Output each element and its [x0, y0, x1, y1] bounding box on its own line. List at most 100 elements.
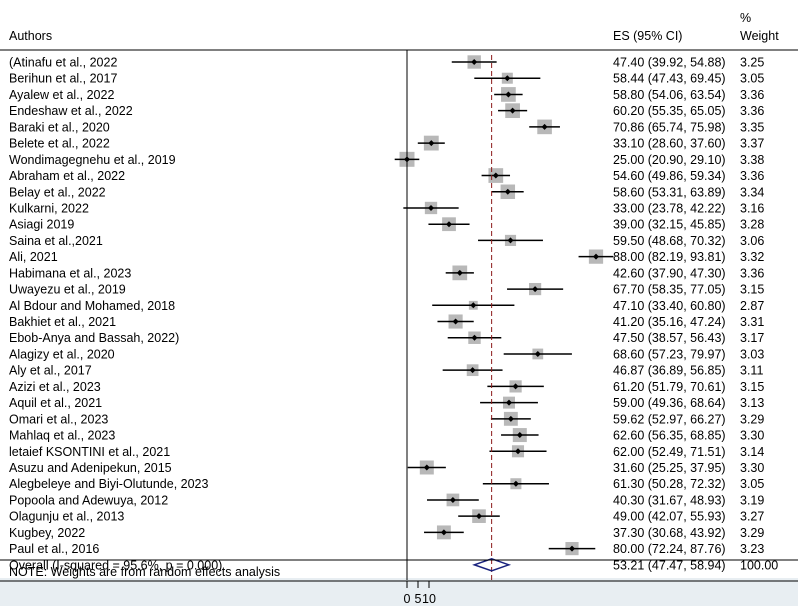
study-row: Azizi et al., 2023 61.20 (51.79, 70.61) 3.…: [9, 380, 764, 394]
study-row: Asuzu and Adenipekun, 2015 31.60 (25.25, …: [9, 460, 764, 475]
study-weight-label: 3.14: [740, 445, 764, 459]
study-row: Wondimagegnehu et al., 2019 25.00 (20.90,…: [9, 151, 764, 167]
study-weight-label: 3.25: [740, 56, 764, 70]
study-es-label: 62.00 (52.49, 71.51): [613, 445, 726, 459]
study-row: Paul et al., 2016 80.00 (72.24, 87.76) 3.2…: [9, 542, 764, 556]
axis-band: [0, 578, 798, 606]
header-authors: Authors: [9, 29, 52, 43]
study-author: Habimana et al., 2023: [9, 266, 131, 280]
study-weight-label: 3.37: [740, 137, 764, 151]
study-point: [504, 188, 511, 195]
study-es-label: 67.70 (58.35, 77.05): [613, 283, 726, 297]
study-es-label: 58.44 (47.43, 69.45): [613, 72, 726, 86]
study-weight-label: 3.17: [740, 331, 764, 345]
study-row: Baraki et al., 2020 70.86 (65.74, 75.98) 3…: [9, 119, 764, 134]
study-author: Aquil et al., 2021: [9, 396, 102, 410]
study-author: Mahlaq et al., 2023: [9, 429, 115, 443]
study-weight-label: 3.36: [740, 169, 764, 183]
study-author: Uwayezu et al., 2019: [9, 283, 126, 297]
study-author: Wondimagegnehu et al., 2019: [9, 153, 176, 167]
overall-diamond: [472, 558, 512, 572]
overall-es-label: 53.21 (47.47, 58.94): [613, 558, 726, 572]
study-weight-label: 3.06: [740, 234, 764, 248]
study-author: Baraki et al., 2020: [9, 120, 110, 134]
study-es-label: 40.30 (31.67, 48.93): [613, 493, 726, 507]
study-es-label: 46.87 (36.89, 56.85): [613, 364, 726, 378]
study-point: [504, 75, 511, 82]
study-author: Abraham et al., 2022: [9, 169, 125, 183]
study-es-label: 80.00 (72.24, 87.76): [613, 542, 726, 556]
study-row: Aly et al., 2017 46.87 (36.89, 56.85) 3.11: [9, 364, 763, 378]
x-tick-label: 5: [415, 592, 422, 606]
study-weight-label: 3.30: [740, 461, 764, 475]
study-weight-label: 3.28: [740, 218, 764, 232]
study-point: [471, 59, 478, 65]
study-point: [506, 399, 512, 406]
study-point: [507, 237, 514, 244]
study-rows: (Atinafu et al., 2022 47.40 (39.92, 54.88…: [9, 55, 764, 556]
study-weight-label: 3.16: [740, 201, 764, 215]
study-weight-label: 3.32: [740, 250, 764, 264]
study-weight-label: 3.30: [740, 429, 764, 443]
study-author: Kulkarni, 2022: [9, 201, 89, 215]
study-es-label: 33.10 (28.60, 37.60): [613, 137, 726, 151]
study-author: Omari et al., 2023: [9, 412, 108, 426]
study-point: [440, 529, 447, 536]
study-point: [593, 253, 599, 260]
study-point: [516, 432, 523, 439]
study-es-label: 47.10 (33.40, 60.80): [613, 299, 726, 313]
study-row: Belete et al., 2022 33.10 (28.60, 37.60) 3…: [9, 135, 764, 151]
study-weight-label: 3.13: [740, 396, 764, 410]
study-es-label: 25.00 (20.90, 29.10): [613, 153, 726, 167]
study-row: Habimana et al., 2023 42.60 (37.90, 47.30…: [9, 265, 764, 280]
x-tick-label: 0: [404, 592, 411, 606]
study-row: Bakhiet et al., 2021 41.20 (35.16, 47.24)…: [9, 314, 764, 329]
study-weight-label: 3.29: [740, 526, 764, 540]
study-weight-label: 3.31: [740, 315, 764, 329]
study-es-label: 61.20 (51.79, 70.61): [613, 380, 726, 394]
study-es-label: 61.30 (50.28, 72.32): [613, 477, 726, 491]
study-weight-label: 3.19: [740, 493, 764, 507]
study-author: Alegbeleye and Biyi-Olutunde, 2023: [9, 477, 208, 491]
study-author: Ali, 2021: [9, 250, 58, 264]
study-row: Aquil et al., 2021 59.00 (49.36, 68.64) 3.…: [9, 396, 764, 410]
study-row: Endeshaw et al., 2022 60.20 (55.35, 65.05…: [9, 103, 764, 118]
study-point: [471, 334, 478, 341]
study-es-label: 41.20 (35.16, 47.24): [613, 315, 726, 329]
study-row: Omari et al., 2023 59.62 (52.97, 66.27) 3.…: [9, 411, 764, 426]
study-author: Alagizy et al., 2020: [9, 347, 115, 361]
study-row: Kugbey, 2022 37.30 (30.68, 43.92) 3.29: [9, 525, 764, 540]
study-es-label: 39.00 (32.15, 45.85): [613, 218, 726, 232]
header-es-ci: ES (95% CI): [613, 29, 682, 43]
study-author: Aly et al., 2017: [9, 364, 92, 378]
study-weight-label: 3.35: [740, 120, 764, 134]
study-row: letaief KSONTINI et al., 2021 62.00 (52.4…: [9, 445, 764, 459]
study-row: Olagunju et al., 2013 49.00 (42.07, 55.93…: [9, 509, 764, 524]
study-weight-label: 3.27: [740, 510, 764, 524]
study-author: Belay et al., 2022: [9, 185, 106, 199]
study-weight-label: 3.23: [740, 542, 764, 556]
study-point: [534, 350, 541, 357]
study-point: [509, 107, 516, 114]
study-author: Olagunju et al., 2013: [9, 510, 124, 524]
study-point: [512, 480, 519, 487]
study-row: Belay et al., 2022 58.60 (53.31, 63.89) 3.…: [9, 184, 764, 199]
study-weight-label: 3.05: [740, 72, 764, 86]
study-row: (Atinafu et al., 2022 47.40 (39.92, 54.88…: [9, 55, 764, 70]
study-point: [515, 448, 521, 455]
study-weight-label: 3.38: [740, 153, 764, 167]
study-weight-label: 3.11: [740, 364, 763, 378]
study-row: Uwayezu et al., 2019 67.70 (58.35, 77.05)…: [9, 283, 764, 297]
study-es-label: 54.60 (49.86, 59.34): [613, 169, 726, 183]
study-weight-label: 3.03: [740, 347, 764, 361]
study-es-label: 47.50 (38.57, 56.43): [613, 331, 726, 345]
study-es-label: 31.60 (25.25, 37.95): [613, 461, 726, 475]
study-point: [452, 318, 459, 325]
study-point: [476, 513, 482, 520]
study-author: letaief KSONTINI et al., 2021: [9, 445, 170, 459]
study-row: Ali, 2021 88.00 (82.19, 93.81) 3.32: [9, 249, 764, 264]
study-author: (Atinafu et al., 2022: [9, 56, 117, 70]
study-es-label: 70.86 (65.74, 75.98): [613, 120, 726, 134]
study-point: [532, 286, 539, 293]
